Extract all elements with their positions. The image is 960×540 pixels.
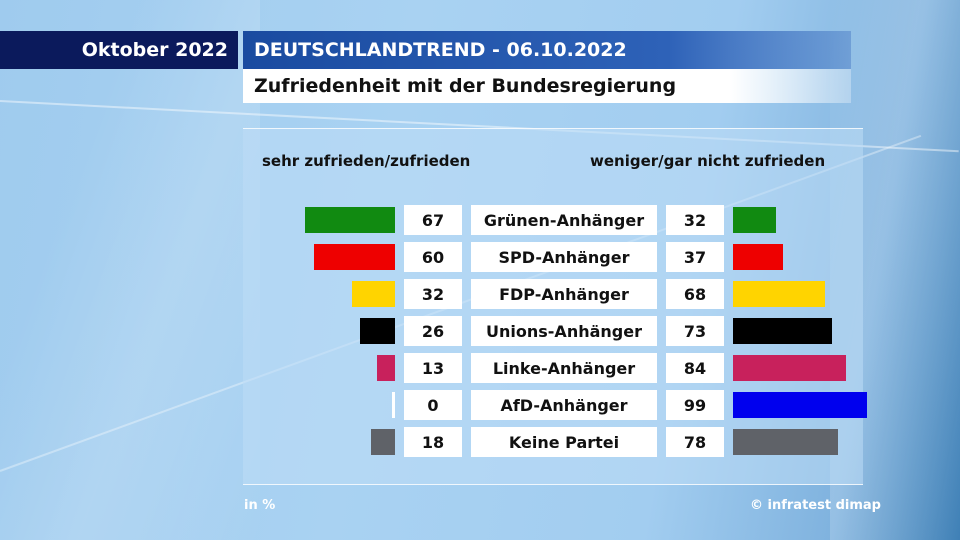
value-satisfied: 0 [404, 390, 462, 420]
value-satisfied: 13 [404, 353, 462, 383]
category-label: Unions-Anhänger [471, 316, 657, 346]
unit-label: in % [244, 498, 276, 513]
bar-dissatisfied [733, 429, 839, 455]
value-dissatisfied: 32 [666, 205, 724, 235]
value-dissatisfied: 99 [666, 390, 724, 420]
value-dissatisfied: 84 [666, 353, 724, 383]
category-label: Linke-Anhänger [471, 353, 657, 383]
chart-row: 60 SPD-Anhänger 37 [0, 242, 960, 272]
value-satisfied: 32 [404, 279, 462, 309]
value-dissatisfied: 68 [666, 279, 724, 309]
bar-dissatisfied [733, 207, 777, 233]
source-label: © infratest dimap [750, 498, 881, 513]
chart-row: 13 Linke-Anhänger 84 [0, 353, 960, 383]
chart-row: 32 FDP-Anhänger 68 [0, 279, 960, 309]
value-satisfied: 67 [404, 205, 462, 235]
category-label: SPD-Anhänger [471, 242, 657, 272]
value-dissatisfied: 37 [666, 242, 724, 272]
bar-satisfied [304, 207, 395, 233]
value-dissatisfied: 73 [666, 316, 724, 346]
bar-satisfied [314, 244, 395, 270]
header-trend: DEUTSCHLANDTREND - 06.10.2022 [243, 31, 851, 69]
bar-satisfied [359, 318, 395, 344]
chart-title: Zufriedenheit mit der Bundesregierung [243, 69, 851, 103]
category-label: FDP-Anhänger [471, 279, 657, 309]
bar-satisfied [392, 392, 395, 418]
value-satisfied: 26 [404, 316, 462, 346]
chart-row: 67 Grünen-Anhänger 32 [0, 205, 960, 235]
chart-row: 18 Keine Partei 78 [0, 427, 960, 457]
legend-satisfied: sehr zufrieden/zufrieden [262, 152, 471, 170]
bar-satisfied [370, 429, 395, 455]
category-label: AfD-Anhänger [471, 390, 657, 420]
value-satisfied: 18 [404, 427, 462, 457]
header-month: Oktober 2022 [0, 31, 238, 69]
bar-satisfied [377, 355, 395, 381]
legend-dissatisfied: weniger/gar nicht zufrieden [590, 152, 826, 170]
bar-dissatisfied [733, 392, 867, 418]
chart-row: 0 AfD-Anhänger 99 [0, 390, 960, 420]
bar-dissatisfied [733, 244, 783, 270]
category-label: Grünen-Anhänger [471, 205, 657, 235]
bar-dissatisfied [733, 318, 832, 344]
category-label: Keine Partei [471, 427, 657, 457]
value-satisfied: 60 [404, 242, 462, 272]
bar-satisfied [351, 281, 395, 307]
bar-dissatisfied [733, 355, 847, 381]
bar-dissatisfied [733, 281, 825, 307]
value-dissatisfied: 78 [666, 427, 724, 457]
chart-row: 26 Unions-Anhänger 73 [0, 316, 960, 346]
